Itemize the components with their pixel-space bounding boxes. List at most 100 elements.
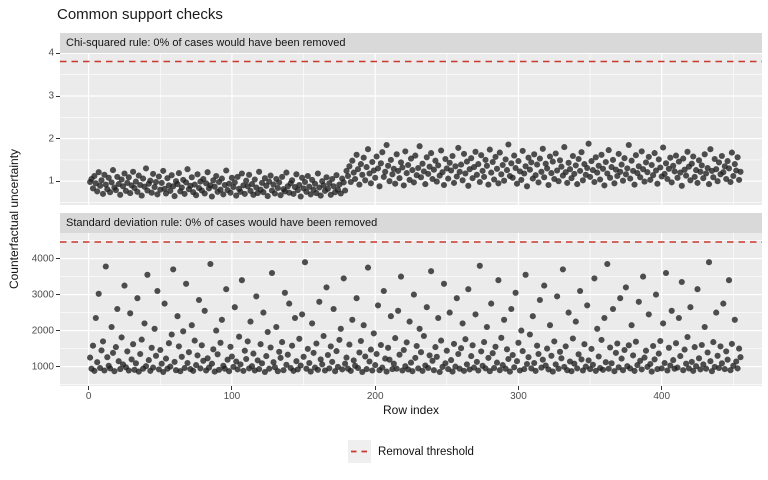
data-point	[703, 170, 710, 177]
y-tick-mark	[56, 138, 60, 140]
data-point	[450, 179, 458, 186]
data-point	[708, 368, 715, 375]
plot-title: Common support checks	[57, 6, 223, 23]
data-point	[730, 172, 737, 180]
data-point	[178, 353, 185, 360]
data-point	[615, 364, 622, 371]
data-point	[459, 320, 466, 327]
data-point	[640, 166, 647, 173]
data-point	[526, 331, 533, 338]
data-point	[363, 164, 370, 171]
data-point	[118, 176, 125, 183]
data-point	[165, 340, 172, 347]
data-point	[125, 367, 132, 374]
data-point	[320, 332, 327, 340]
data-point	[158, 179, 165, 186]
data-point	[349, 157, 356, 164]
data-point	[108, 323, 115, 331]
data-point	[367, 346, 374, 353]
data-point	[574, 181, 581, 188]
data-point	[548, 352, 555, 359]
data-point	[105, 174, 112, 181]
data-point	[293, 171, 300, 178]
data-point	[463, 361, 470, 368]
data-point	[511, 364, 518, 371]
data-point	[220, 191, 227, 198]
data-point	[594, 325, 601, 332]
data-point	[250, 350, 257, 357]
data-point	[183, 280, 190, 287]
data-point	[602, 158, 609, 166]
data-point	[415, 164, 422, 172]
data-point	[87, 354, 94, 361]
data-point	[317, 356, 324, 363]
data-point	[707, 146, 714, 153]
data-point	[498, 171, 505, 178]
data-point	[492, 343, 499, 350]
data-point	[562, 343, 569, 350]
data-point	[694, 179, 701, 186]
x-tick-mark	[517, 386, 519, 390]
data-point	[657, 337, 664, 345]
data-point	[349, 316, 356, 323]
data-point	[714, 178, 721, 185]
data-point	[184, 166, 191, 173]
data-point	[104, 354, 111, 361]
data-point	[307, 191, 314, 198]
data-point	[621, 346, 628, 354]
data-point	[130, 341, 137, 348]
data-point	[621, 155, 628, 162]
data-point	[128, 356, 135, 363]
data-point	[382, 168, 389, 175]
data-point	[423, 154, 430, 161]
data-point	[569, 335, 576, 342]
data-point	[240, 367, 247, 374]
data-point	[399, 164, 406, 171]
data-point	[604, 260, 611, 268]
data-point	[350, 357, 357, 364]
data-point	[589, 361, 596, 368]
x-tick-mark	[231, 386, 233, 390]
data-point	[505, 355, 512, 363]
data-point	[392, 335, 399, 342]
data-point	[731, 161, 738, 168]
legend-label: Removal threshold	[378, 445, 474, 458]
data-point	[433, 353, 440, 360]
data-point	[503, 167, 511, 174]
data-point	[577, 287, 584, 295]
data-point	[359, 368, 366, 376]
data-point	[468, 155, 475, 162]
data-point	[301, 178, 309, 186]
data-point	[472, 311, 479, 318]
data-point	[536, 155, 543, 162]
data-point	[650, 172, 657, 179]
data-point	[134, 188, 141, 195]
data-point	[307, 368, 314, 375]
data-point	[631, 181, 638, 188]
data-point	[475, 161, 482, 168]
data-point	[241, 347, 248, 354]
data-point	[400, 182, 407, 189]
data-point	[154, 191, 161, 198]
data-point	[432, 344, 439, 351]
data-point	[731, 316, 738, 323]
data-point	[512, 289, 519, 296]
x-tick-label: 300	[510, 391, 527, 402]
data-point	[675, 158, 682, 165]
data-point	[171, 193, 178, 200]
data-point	[453, 173, 460, 180]
data-point	[672, 152, 680, 159]
data-point	[678, 182, 685, 189]
data-point	[473, 358, 480, 365]
data-point	[546, 322, 554, 329]
data-point	[243, 355, 250, 363]
data-point	[89, 342, 97, 349]
data-point	[665, 344, 672, 351]
data-point	[254, 357, 261, 364]
data-point	[303, 365, 310, 372]
data-point	[369, 367, 376, 374]
data-point	[541, 174, 548, 181]
data-point	[99, 338, 107, 345]
data-point	[475, 367, 482, 374]
y-tick-label: 3	[48, 90, 54, 102]
